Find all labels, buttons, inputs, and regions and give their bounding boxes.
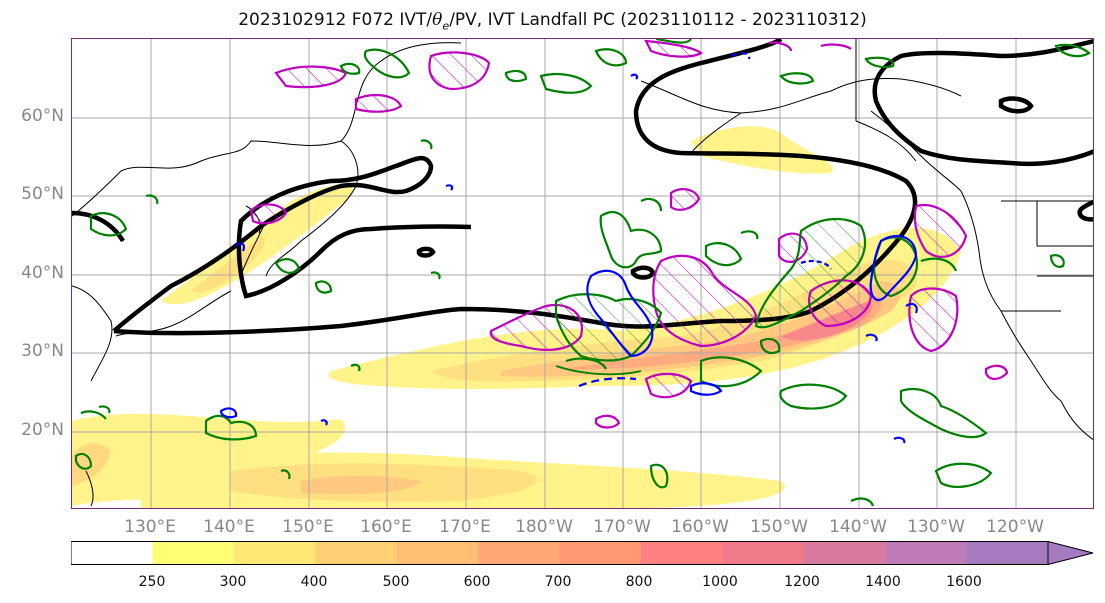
colorbar-cell bbox=[71, 541, 153, 565]
lon-label-140w: 140°W bbox=[829, 517, 887, 537]
colorbar-tick: 800 bbox=[625, 574, 653, 590]
colorbar-cell bbox=[315, 541, 398, 565]
lon-label-120w: 120°W bbox=[986, 517, 1044, 537]
coastlines bbox=[72, 39, 1093, 507]
ivt-jet-contour bbox=[72, 39, 1093, 336]
lon-label-140e: 140°E bbox=[203, 517, 255, 537]
lon-label-160e: 160°E bbox=[360, 517, 412, 537]
colorbar-tick: 500 bbox=[382, 574, 410, 590]
colorbar-tick: 250 bbox=[138, 574, 166, 590]
colorbar-cell bbox=[885, 541, 968, 565]
lon-label-150e: 150°E bbox=[282, 517, 334, 537]
colorbar-cell bbox=[559, 541, 642, 565]
lon-label-180w: 180°W bbox=[515, 517, 573, 537]
colorbar-cell bbox=[152, 541, 235, 565]
lat-label-20n: 20°N bbox=[21, 420, 64, 440]
colorbar-cells bbox=[71, 541, 1049, 565]
colorbar-tick: 1600 bbox=[946, 574, 982, 590]
colorbar-tick: 1200 bbox=[784, 574, 820, 590]
colorbar-tick: 700 bbox=[544, 574, 572, 590]
lon-label-170e: 170°E bbox=[439, 517, 491, 537]
lat-label-30n: 30°N bbox=[21, 341, 64, 361]
colorbar-cell bbox=[803, 541, 886, 565]
lon-label-150w: 150°W bbox=[750, 517, 808, 537]
colorbar-tick: 1400 bbox=[865, 574, 901, 590]
colorbar-tick: 600 bbox=[463, 574, 491, 590]
lon-label-130e: 130°E bbox=[124, 517, 176, 537]
lat-label-60n: 60°N bbox=[21, 106, 64, 126]
lon-label-170w: 170°W bbox=[593, 517, 651, 537]
colorbar-tick: 1000 bbox=[702, 574, 738, 590]
map-title: 2023102912 F072 IVT/θe/PV, IVT Landfall … bbox=[238, 10, 867, 33]
colorbar-cell bbox=[966, 541, 1049, 565]
lat-label-50n: 50°N bbox=[21, 184, 64, 204]
colorbar-cell bbox=[233, 541, 316, 565]
map-canvas bbox=[72, 39, 1093, 508]
colorbar-extend-arrow bbox=[1047, 541, 1094, 565]
lon-label-130w: 130°W bbox=[907, 517, 965, 537]
ivt-colorbar bbox=[71, 541, 1094, 565]
colorbar-cell bbox=[396, 541, 479, 565]
colorbar-cell bbox=[478, 541, 560, 565]
colorbar-tick: 300 bbox=[219, 574, 247, 590]
lat-label-40n: 40°N bbox=[21, 263, 64, 283]
pv-contours bbox=[219, 52, 918, 444]
colorbar-tick: 400 bbox=[300, 574, 328, 590]
map-panel bbox=[71, 38, 1094, 509]
gridlines bbox=[72, 39, 1093, 508]
colorbar-cell bbox=[722, 541, 805, 565]
lon-label-160w: 160°W bbox=[671, 517, 729, 537]
colorbar-cell bbox=[640, 541, 723, 565]
